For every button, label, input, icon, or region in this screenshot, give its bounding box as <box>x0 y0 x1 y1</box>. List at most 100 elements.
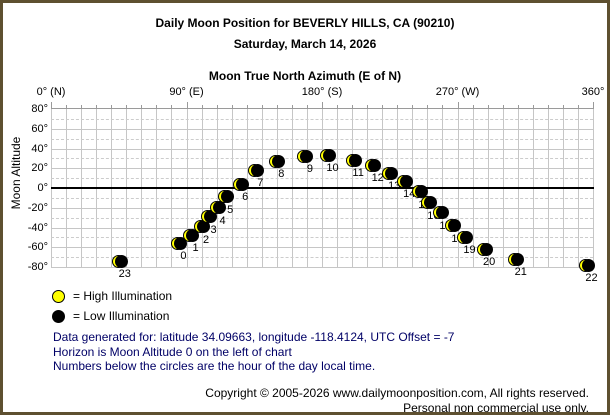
y-tick-label: 80° <box>31 103 48 115</box>
x-axis-tick <box>306 105 308 108</box>
page-date: Saturday, March 14, 2026 <box>233 37 377 51</box>
moon-marker-low-illumination <box>348 153 362 167</box>
y-tick-label: 40° <box>31 142 48 155</box>
moon-marker-low-illumination <box>384 166 398 180</box>
moon-hour-label: 20 <box>482 256 496 269</box>
moon-hour-label: 21 <box>514 266 527 279</box>
x-axis-title: Moon True North Azimuth (E of N) <box>208 69 402 83</box>
copyright-text: Copyright © 2005-2026 www.dailymoonposit… <box>205 386 589 400</box>
moon-marker-low-illumination <box>368 158 382 172</box>
y-tick-label: -60° <box>27 241 48 254</box>
horizontal-gridline <box>51 118 593 120</box>
x-axis-tick <box>517 105 519 108</box>
x-tick-label: 270° (W) <box>435 86 480 98</box>
horizontal-gridline <box>51 148 593 150</box>
horizontal-gridline <box>51 257 593 259</box>
horizon-line <box>51 187 594 189</box>
x-axis-tick <box>216 105 218 108</box>
note-data-generated: Data generated for: latitude 34.09663, l… <box>53 330 455 344</box>
x-axis-tick <box>397 105 399 108</box>
moon-hour-label: 7 <box>257 177 264 190</box>
moon-hour-label: 1 <box>192 242 199 255</box>
x-axis-tick <box>593 102 594 108</box>
moon-marker-low-illumination <box>300 149 314 163</box>
moon-hour-label: 0 <box>180 250 187 263</box>
y-tick-label: 60° <box>31 122 48 135</box>
x-axis-tick <box>577 105 579 108</box>
moon-marker-low-illumination <box>323 148 337 162</box>
y-tick-label: -20° <box>27 201 48 214</box>
y-tick-label: -80° <box>27 261 48 273</box>
x-tick-label: 180° (S) <box>301 86 343 98</box>
x-axis-tick <box>291 105 293 108</box>
x-tick-label: 90° (E) <box>169 86 204 98</box>
x-axis-tick <box>186 102 188 108</box>
moon-hour-label: 4 <box>219 214 226 227</box>
moon-marker-low-illumination <box>235 177 249 191</box>
note-horizon: Horizon is Moon Altitude 0 on the left o… <box>53 345 292 359</box>
x-axis-tick <box>442 105 444 108</box>
horizontal-gridline <box>51 247 593 249</box>
x-axis-tick <box>96 105 98 108</box>
horizontal-gridline <box>51 267 593 268</box>
x-axis-tick <box>352 105 354 108</box>
x-axis-tick <box>246 105 248 108</box>
note-hours: Numbers below the circles are the hour o… <box>53 359 376 373</box>
moon-marker-low-illumination <box>479 242 493 256</box>
horizontal-gridline <box>51 217 593 219</box>
moon-marker-low-illumination <box>196 220 210 233</box>
moon-hour-label: 8 <box>278 168 285 181</box>
x-axis-line <box>51 108 594 109</box>
horizontal-gridline <box>51 237 593 239</box>
moon-hour-label: 6 <box>242 191 249 204</box>
x-axis-tick <box>457 102 459 108</box>
moon-hour-label: 2 <box>202 233 210 246</box>
moon-marker-low-illumination <box>213 201 227 215</box>
x-axis-tick <box>111 105 113 108</box>
x-axis-tick <box>322 102 323 108</box>
x-axis-tick <box>81 105 83 108</box>
x-axis-tick <box>141 105 143 108</box>
y-tick-label: 0° <box>37 182 48 194</box>
horizontal-gridline <box>51 178 593 180</box>
moon-marker-low-illumination <box>186 228 200 242</box>
moon-marker-low-illumination <box>173 236 187 250</box>
horizontal-gridline <box>51 207 593 209</box>
x-axis-tick <box>201 105 203 108</box>
moon-marker-low-illumination <box>511 252 525 266</box>
x-axis-tick <box>547 105 549 108</box>
x-tick-label: 0° (N) <box>36 86 66 98</box>
x-axis-tick <box>427 105 429 108</box>
moon-marker-low-illumination <box>115 254 129 268</box>
moon-hour-label: 11 <box>352 167 364 180</box>
legend-label-high: = High Illumination <box>73 289 173 303</box>
page-title: Daily Moon Position for BEVERLY HILLS, C… <box>155 16 455 30</box>
x-axis-tick <box>562 105 564 108</box>
low-illumination-icon <box>52 310 65 323</box>
moon-hour-label: 19 <box>463 244 476 257</box>
horizontal-gridline <box>51 128 593 130</box>
moon-hour-label: 3 <box>210 223 217 236</box>
x-axis-tick <box>66 105 68 108</box>
x-axis-tick <box>472 105 474 108</box>
moon-marker-low-illumination <box>414 185 428 199</box>
x-axis-tick <box>412 105 414 108</box>
moon-marker-low-illumination <box>271 154 285 168</box>
horizontal-gridline <box>51 227 593 229</box>
moon-marker-low-illumination <box>460 230 474 244</box>
license-text: Personal non commercial use only. <box>403 401 589 415</box>
moon-marker-low-illumination <box>581 258 595 272</box>
x-axis-tick <box>532 105 534 108</box>
moon-hour-label: 10 <box>326 162 339 175</box>
high-illumination-icon <box>52 290 65 303</box>
moon-hour-label: 5 <box>227 203 234 216</box>
moon-marker-low-illumination <box>220 190 234 204</box>
x-axis-tick <box>502 105 504 108</box>
moon-hour-label: 12 <box>371 172 384 185</box>
horizontal-gridline <box>51 197 593 199</box>
y-tick-label: -40° <box>27 221 48 234</box>
moon-hour-label: 9 <box>306 163 313 176</box>
x-axis-tick <box>51 102 52 108</box>
moon-marker-low-illumination <box>250 163 264 177</box>
